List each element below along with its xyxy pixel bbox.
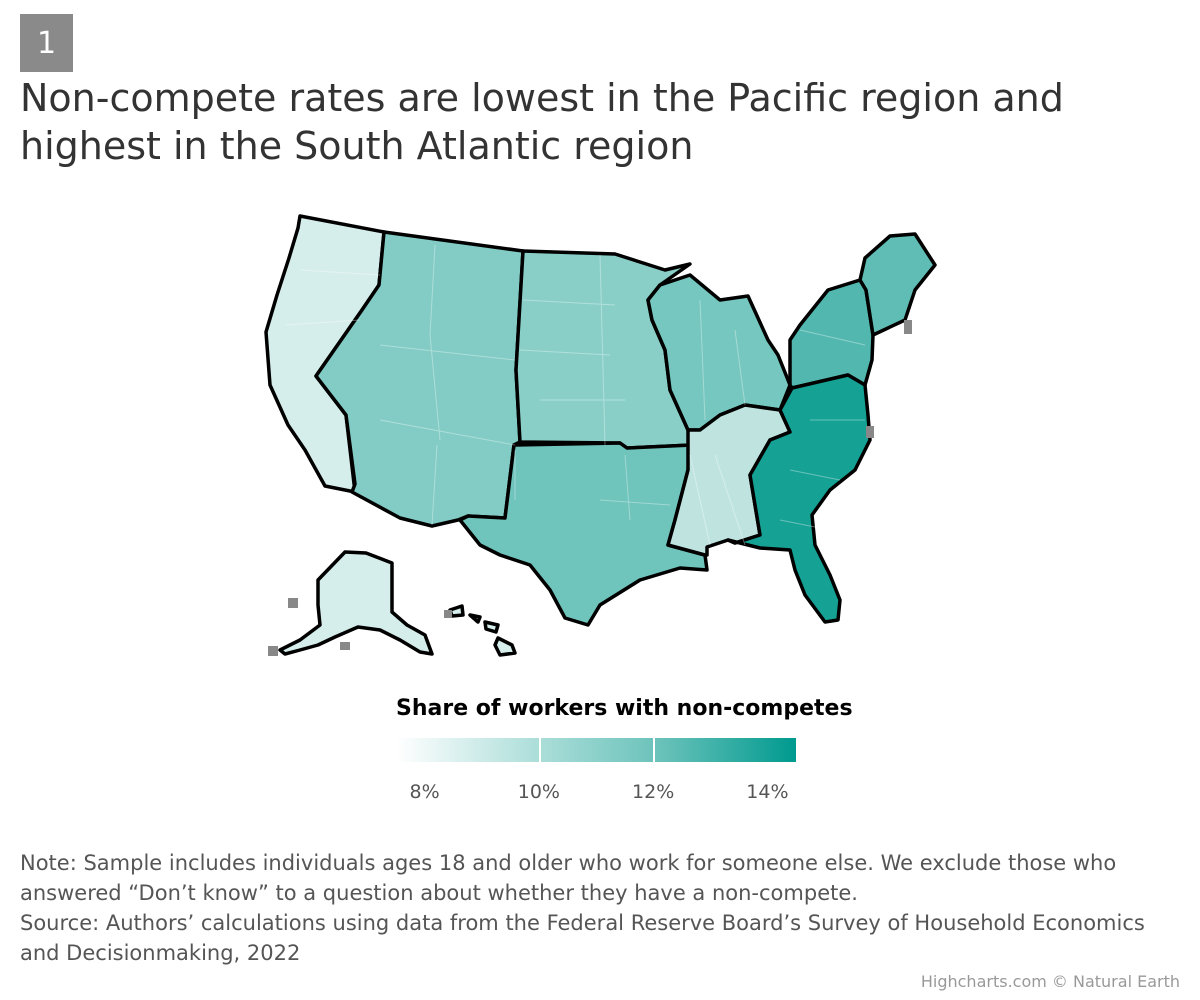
chart-number-badge: 1 [20, 14, 73, 72]
region-pacific-hawaii[interactable]: Pacific [448, 604, 517, 657]
region-new-england[interactable]: New England [858, 232, 937, 337]
chart-credit: Highcharts.com © Natural Earth [920, 972, 1180, 991]
legend-label: 12% [632, 781, 675, 803]
region-pacific-alaska[interactable]: Pacific [278, 550, 434, 656]
small-territory-markers [268, 320, 912, 656]
source-line: and Decisionmaking, 2022 [20, 941, 301, 965]
chart-notes: Note: Sample includes individuals ages 1… [20, 848, 1200, 968]
source-line: Source: Authors’ calculations using data… [20, 911, 1145, 935]
legend-tick [653, 738, 656, 762]
legend-color-scale [396, 738, 796, 762]
legend-tick [538, 738, 541, 762]
note-line: answered “Don’t know” to a question abou… [20, 881, 858, 905]
legend-title: Share of workers with non-competes [396, 696, 853, 721]
region-middle-atlantic[interactable]: Middle Atlantic [788, 278, 875, 390]
note-line: Note: Sample includes individuals ages 1… [20, 851, 1117, 875]
legend-label: 8% [409, 781, 440, 803]
region-south-atlantic[interactable]: South Atlantic [726, 373, 872, 624]
legend-label: 14% [746, 781, 789, 803]
chart-title: Non-compete rates are lowest in the Paci… [20, 76, 1064, 168]
legend-label: 10% [517, 781, 560, 803]
